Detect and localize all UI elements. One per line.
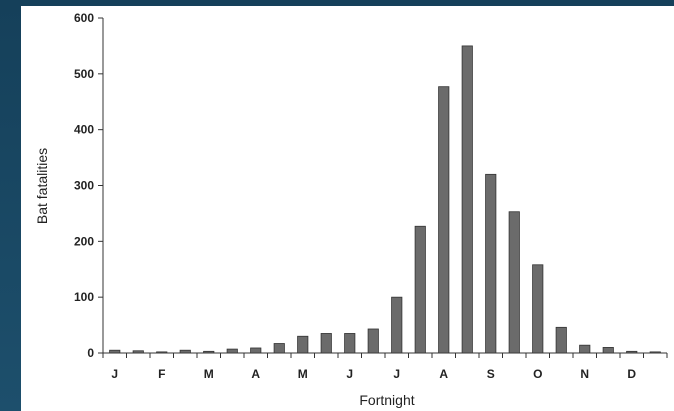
bar-Mar-2 — [226, 348, 238, 354]
x-month-label: J — [111, 367, 118, 381]
bar-Jul-2 — [414, 225, 426, 354]
x-month-label: F — [158, 367, 165, 381]
x-month-label: M — [298, 367, 308, 381]
bar-Apr-1 — [250, 347, 262, 354]
bar-Aug-1 — [438, 86, 450, 354]
y-axis: 0 100 200 300 400 500 600 — [74, 11, 104, 360]
x-month-label: D — [627, 367, 636, 381]
x-month-label: O — [533, 367, 542, 381]
y-tick-label: 400 — [74, 123, 94, 137]
y-tick-label: 600 — [74, 11, 94, 25]
bar-Oct-2 — [555, 326, 567, 354]
bar-Jan-2 — [132, 350, 144, 354]
x-axis-title: Fortnight — [359, 392, 414, 408]
y-tick-label: 500 — [74, 67, 94, 81]
x-month-label: J — [393, 367, 400, 381]
y-tick-label: 0 — [87, 346, 94, 360]
bar-Sep-1 — [485, 173, 497, 354]
y-tick-label: 200 — [74, 234, 94, 248]
bar-Aug-2 — [461, 45, 473, 354]
bar-Mar-1 — [203, 350, 215, 354]
bar-Jun-2 — [367, 328, 379, 354]
bar-Sep-2 — [508, 211, 520, 354]
bar-Oct-1 — [532, 264, 544, 354]
bar-May-1 — [297, 335, 309, 354]
bar-May-2 — [320, 333, 332, 354]
x-month-label: A — [251, 367, 260, 381]
bar-Dec-1 — [626, 350, 638, 354]
y-axis-title: Bat fatalities — [34, 148, 50, 224]
x-month-label: N — [580, 367, 589, 381]
bar-Feb-2 — [179, 349, 191, 354]
bar-Dec-2 — [649, 351, 661, 354]
bar-Apr-2 — [273, 343, 285, 354]
bar-Feb-1 — [156, 351, 168, 354]
x-month-label: S — [487, 367, 495, 381]
x-month-label: A — [439, 367, 448, 381]
y-tick-label: 300 — [74, 179, 94, 193]
y-tick-label: 100 — [74, 290, 94, 304]
bars — [109, 45, 661, 354]
bar-Nov-1 — [579, 344, 591, 354]
bar-Nov-2 — [602, 347, 614, 354]
bar-Jan-1 — [109, 349, 121, 354]
x-month-label: J — [346, 367, 353, 381]
bar-Jul-1 — [391, 296, 403, 354]
x-month-label: M — [204, 367, 214, 381]
bar-Jun-1 — [344, 333, 356, 354]
